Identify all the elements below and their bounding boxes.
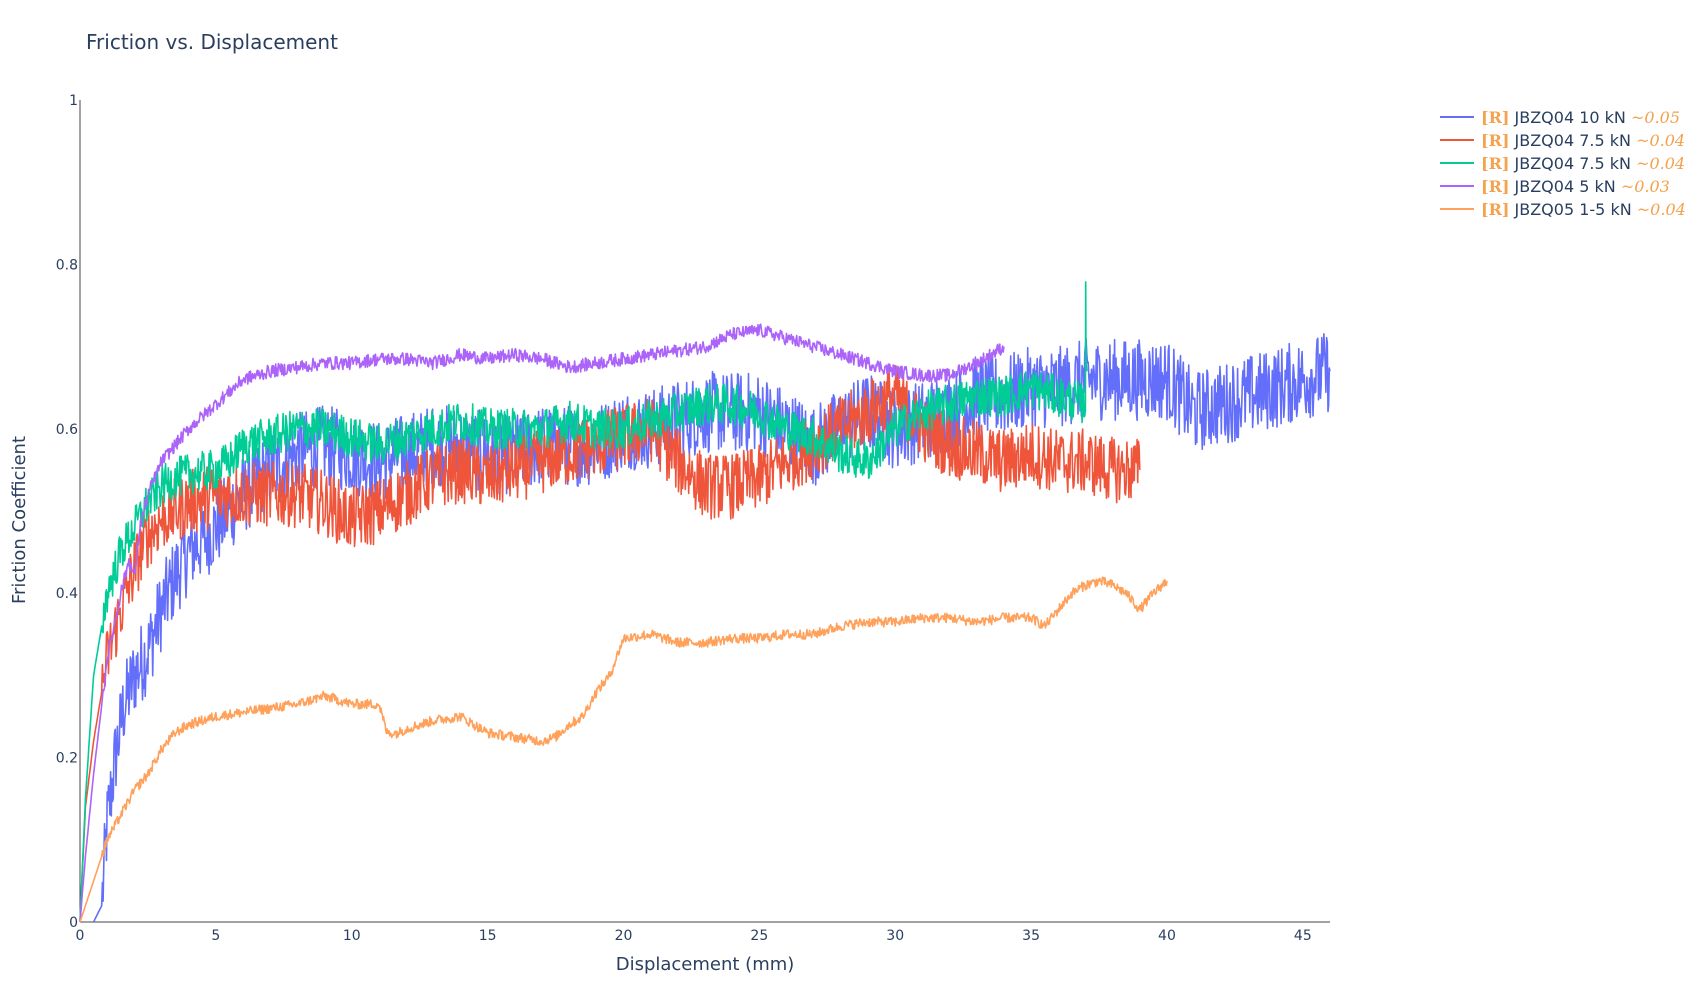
chart-title: Friction vs. Displacement <box>86 30 338 54</box>
y-axis-title: Friction Coefficient <box>9 436 30 604</box>
series-line-4[interactable] <box>79 576 1168 923</box>
legend-label: [R] JBZQ04 5 kN ~0.03 <box>1481 177 1670 196</box>
legend-approx: ~0.03 <box>1621 177 1670 196</box>
plot-area: 0 5 10 15 20 25 30 35 40 45 0 0.2 0.4 0.6 0.8 1 <box>56 93 1331 944</box>
legend-label: [R] JBZQ05 1-5 kN ~0.04 <box>1481 200 1686 219</box>
legend-tag: [R] <box>1481 200 1509 219</box>
y-tick-label: 0.8 <box>56 257 78 273</box>
legend-name: JBZQ05 1-5 kN <box>1509 200 1636 219</box>
legend-label: [R] JBZQ04 10 kN ~0.05 <box>1481 108 1680 127</box>
y-axis-ticks: 0 0.2 0.4 0.6 0.8 1 <box>56 93 78 931</box>
legend-item-0[interactable]: [R] JBZQ04 10 kN ~0.05 <box>1440 108 1680 127</box>
legend-item-1[interactable]: [R] JBZQ04 7.5 kN ~0.04 <box>1440 131 1685 150</box>
x-tick-label: 30 <box>886 928 904 944</box>
legend-label: [R] JBZQ04 7.5 kN ~0.04 <box>1481 154 1685 173</box>
legend-name: JBZQ04 7.5 kN <box>1509 131 1636 150</box>
legend-item-2[interactable]: [R] JBZQ04 7.5 kN ~0.04 <box>1440 154 1685 173</box>
x-tick-label: 20 <box>615 928 633 944</box>
x-tick-label: 40 <box>1158 928 1176 944</box>
legend-tag: [R] <box>1481 177 1509 196</box>
x-tick-label: 10 <box>343 928 361 944</box>
legend-item-4[interactable]: [R] JBZQ05 1-5 kN ~0.04 <box>1440 200 1686 219</box>
y-tick-label: 0 <box>69 915 78 931</box>
x-tick-label: 45 <box>1294 928 1312 944</box>
legend-name: JBZQ04 10 kN <box>1509 108 1631 127</box>
y-tick-label: 1 <box>69 93 78 109</box>
x-tick-label: 0 <box>76 928 85 944</box>
x-axis-title: Displacement (mm) <box>616 954 795 975</box>
x-axis-ticks: 0 5 10 15 20 25 30 35 40 45 <box>76 928 1312 944</box>
legend[interactable]: [R] JBZQ04 10 kN ~0.05 [R] JBZQ04 7.5 kN … <box>1440 108 1686 219</box>
series-line-0[interactable] <box>92 332 1331 923</box>
legend-item-3[interactable]: [R] JBZQ04 5 kN ~0.03 <box>1440 177 1670 196</box>
series-line-2[interactable] <box>79 281 1088 923</box>
x-tick-label: 25 <box>750 928 768 944</box>
legend-tag: [R] <box>1481 131 1509 150</box>
legend-tag: [R] <box>1481 154 1509 173</box>
y-tick-label: 0.6 <box>56 422 78 438</box>
legend-tag: [R] <box>1481 108 1509 127</box>
x-tick-label: 15 <box>479 928 497 944</box>
x-tick-label: 5 <box>211 928 220 944</box>
series-lines <box>79 281 1331 923</box>
legend-name: JBZQ04 7.5 kN <box>1509 154 1636 173</box>
series-line-1[interactable] <box>79 364 1141 923</box>
legend-approx: ~0.04 <box>1636 154 1685 173</box>
legend-label: [R] JBZQ04 7.5 kN ~0.04 <box>1481 131 1685 150</box>
legend-approx: ~0.05 <box>1631 108 1680 127</box>
y-tick-label: 0.2 <box>56 751 78 767</box>
x-tick-label: 35 <box>1022 928 1040 944</box>
legend-approx: ~0.04 <box>1636 131 1685 150</box>
y-tick-label: 0.4 <box>56 586 78 602</box>
legend-approx: ~0.04 <box>1637 200 1686 219</box>
legend-name: JBZQ04 5 kN <box>1509 177 1620 196</box>
series-line-3[interactable] <box>79 323 1005 923</box>
